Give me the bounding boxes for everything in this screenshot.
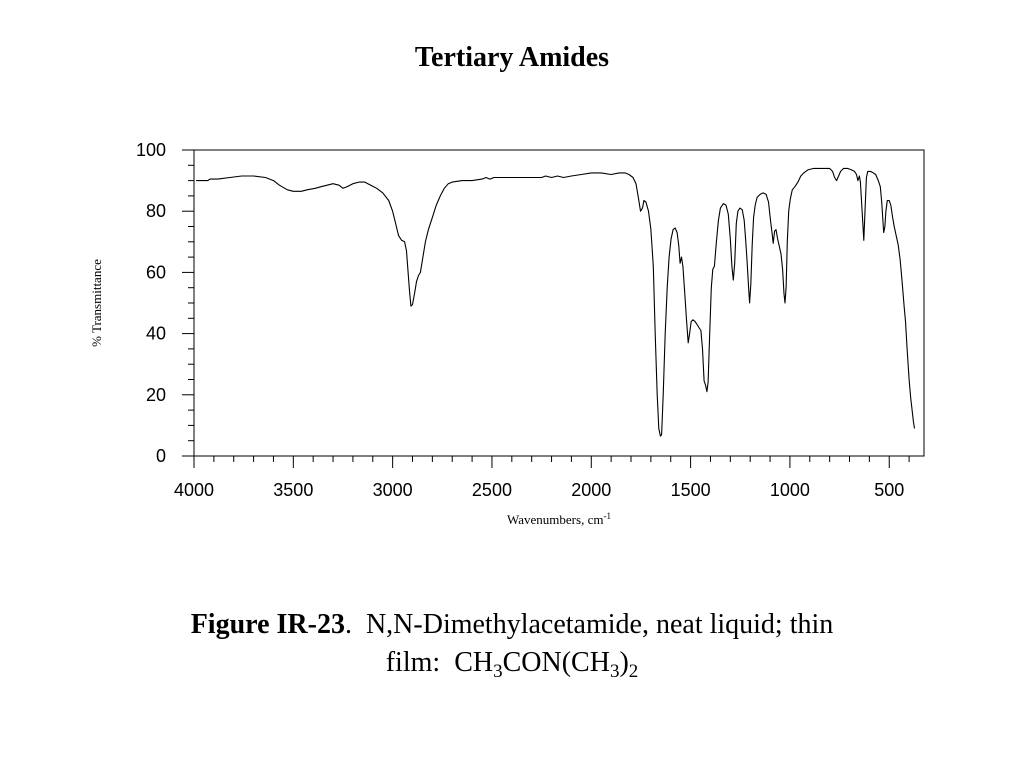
y-tick-label: 60 — [146, 262, 166, 282]
spectrum-line — [196, 167, 916, 437]
caption-line-2: film: CH3CON(CH3)2 — [0, 644, 1024, 682]
x-tick-label: 1000 — [770, 480, 810, 500]
y-tick-label: 100 — [136, 140, 166, 160]
y-tick-label: 0 — [156, 446, 166, 466]
plot-frame — [193, 149, 925, 457]
x-axis-title-text: Wavenumbers, cm — [507, 512, 603, 527]
y-tick-label: 20 — [146, 385, 166, 405]
formula-subscript: 3 — [609, 661, 620, 682]
y-axis-title: % Transmittance — [89, 259, 104, 347]
x-tick-label: 1500 — [671, 480, 711, 500]
y-axis: 0 20 40 60 80 100 — [136, 140, 194, 466]
x-tick-label: 3000 — [373, 480, 413, 500]
x-axis-title: Wavenumbers, cm-1 — [507, 511, 611, 527]
caption-line-1: Figure IR-23. N,N-Dimethylacetamide, nea… — [0, 606, 1024, 644]
y-tick-label: 40 — [146, 324, 166, 344]
x-tick-label: 2000 — [571, 480, 611, 500]
formula-part: CH — [454, 647, 494, 678]
formula-subscript: 2 — [628, 661, 639, 682]
x-tick-label: 3500 — [273, 480, 313, 500]
figure-label-separator: . — [344, 609, 352, 640]
y-tick-label: 80 — [146, 201, 166, 221]
chemical-formula: CH3CON(CH3)2 — [454, 647, 638, 681]
x-axis-title-superscript: -1 — [603, 511, 611, 521]
formula-subscript: 3 — [493, 661, 503, 682]
x-tick-label: 500 — [874, 480, 904, 500]
caption-description: N,N-Dimethylacetamide, neat liquid; thin — [365, 609, 834, 640]
caption-line2-prefix: film: — [385, 647, 441, 678]
formula-part: CON(CH — [502, 647, 610, 678]
x-tick-label: 2500 — [472, 480, 512, 500]
x-tick-label: 4000 — [174, 480, 214, 500]
figure-label: Figure IR-23 — [190, 609, 345, 640]
slide-title: Tertiary Amides — [414, 42, 610, 73]
x-axis: 4000 3500 3000 2500 2000 1500 1000 500 — [174, 456, 910, 500]
figure-caption: Figure IR-23. N,N-Dimethylacetamide, nea… — [0, 606, 1024, 682]
formula-part: ) — [619, 647, 629, 678]
